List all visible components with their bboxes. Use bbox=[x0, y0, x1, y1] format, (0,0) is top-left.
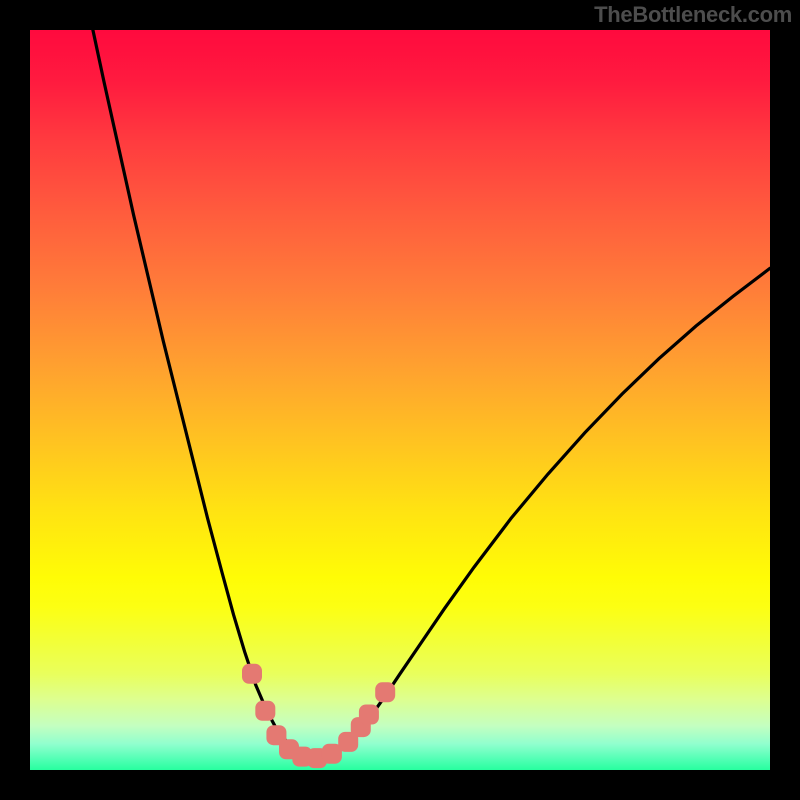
watermark-text: TheBottleneck.com bbox=[594, 2, 792, 28]
bottleneck-chart bbox=[0, 0, 800, 800]
curve-marker bbox=[255, 701, 275, 721]
curve-marker bbox=[242, 664, 262, 684]
curve-marker bbox=[375, 682, 395, 702]
chart-background bbox=[30, 30, 770, 770]
curve-marker bbox=[359, 705, 379, 725]
